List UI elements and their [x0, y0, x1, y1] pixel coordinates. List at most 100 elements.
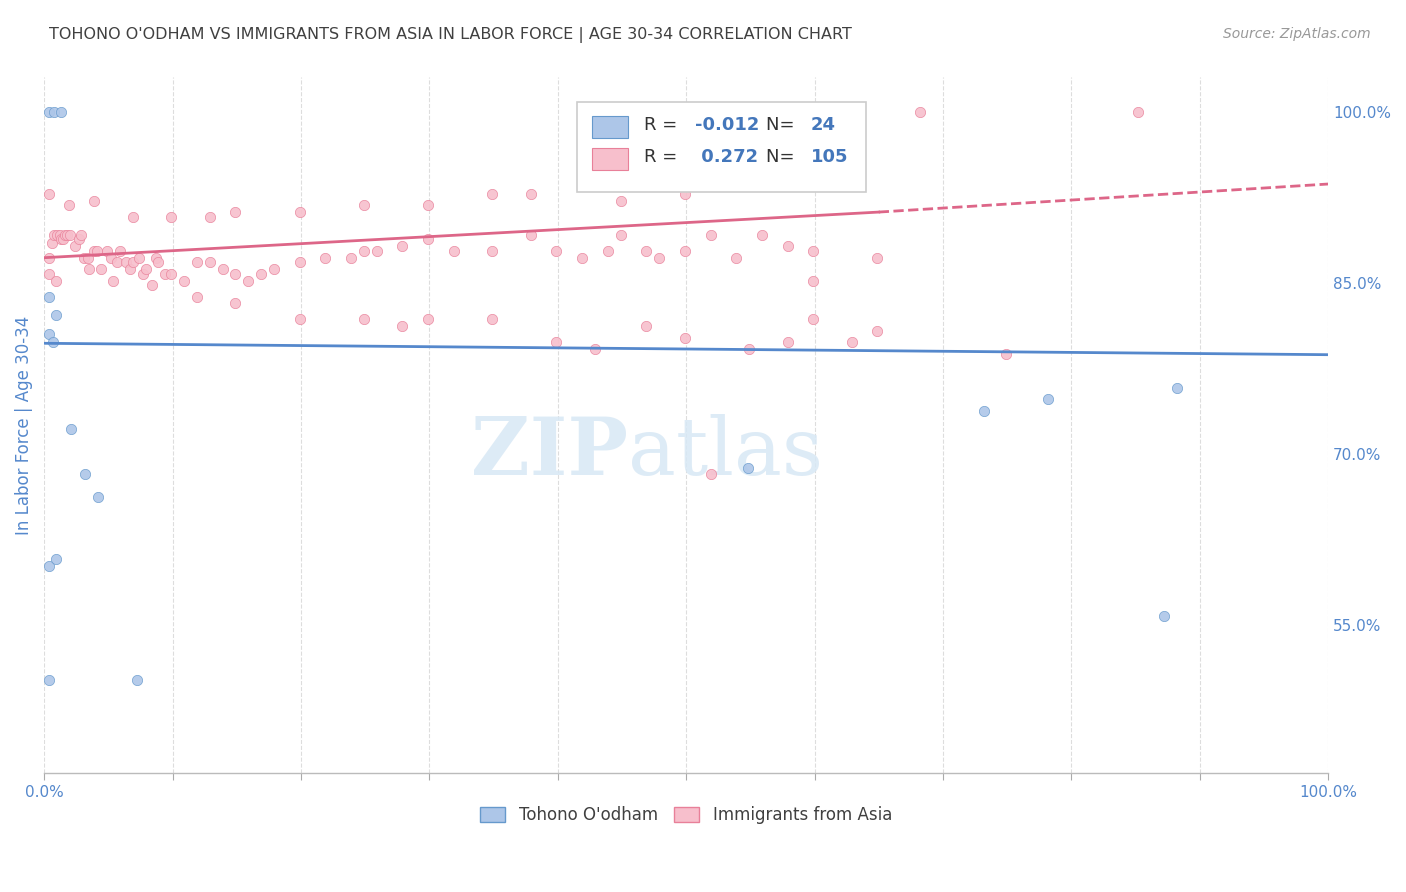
Point [186, 255, 208, 269]
Point [38, 558, 60, 573]
Point [120, 262, 142, 277]
Point [60, 422, 83, 436]
Point [49, 104, 72, 119]
Point [186, 289, 208, 303]
Point [45, 308, 67, 322]
FancyBboxPatch shape [592, 148, 628, 170]
Point [908, 104, 931, 119]
Point [609, 227, 631, 242]
Point [45, 273, 67, 287]
Point [58, 198, 80, 212]
Point [153, 267, 176, 281]
Point [238, 273, 260, 287]
Point [583, 342, 606, 356]
Point [596, 244, 619, 258]
Point [699, 227, 721, 242]
Point [481, 186, 503, 201]
Point [83, 244, 105, 258]
Point [198, 255, 221, 269]
Text: R =: R = [644, 148, 683, 167]
Text: 24: 24 [811, 117, 835, 135]
Point [135, 262, 157, 277]
Point [132, 267, 155, 281]
Point [776, 239, 799, 253]
Point [288, 205, 311, 219]
Point [52, 232, 75, 246]
Point [38, 186, 60, 201]
Text: atlas: atlas [628, 414, 824, 492]
Point [673, 186, 696, 201]
Point [224, 296, 246, 310]
Point [38, 251, 60, 265]
Point [41, 235, 63, 250]
Point [141, 278, 163, 293]
Point [636, 244, 658, 258]
Text: 0.272: 0.272 [695, 148, 758, 167]
Point [86, 244, 108, 258]
Point [391, 239, 413, 253]
Point [801, 244, 824, 258]
Point [148, 255, 170, 269]
Point [519, 227, 541, 242]
Point [699, 467, 721, 482]
Point [725, 251, 748, 265]
Point [366, 244, 388, 258]
Point [801, 273, 824, 287]
Point [73, 251, 96, 265]
Point [45, 552, 67, 566]
Point [38, 327, 60, 342]
Point [648, 251, 671, 265]
Point [1153, 609, 1175, 624]
Point [391, 319, 413, 334]
Point [160, 267, 183, 281]
Point [87, 491, 110, 505]
Point [866, 251, 889, 265]
Point [42, 335, 65, 350]
Point [108, 244, 131, 258]
Text: -0.012: -0.012 [695, 117, 759, 135]
Point [546, 335, 568, 350]
Point [38, 289, 60, 303]
Point [416, 312, 439, 326]
Point [103, 273, 125, 287]
Point [571, 251, 593, 265]
Point [519, 186, 541, 201]
Point [994, 346, 1017, 360]
Point [801, 312, 824, 326]
Point [314, 251, 336, 265]
Point [160, 210, 183, 224]
Point [67, 232, 90, 246]
Point [63, 239, 86, 253]
Point [776, 335, 799, 350]
Point [636, 319, 658, 334]
Point [173, 273, 195, 287]
Point [1038, 392, 1060, 407]
Point [128, 251, 150, 265]
Point [96, 244, 118, 258]
Point [353, 244, 375, 258]
Point [1166, 381, 1188, 395]
Point [250, 267, 273, 281]
Point [973, 403, 995, 417]
Point [198, 210, 221, 224]
Point [121, 255, 143, 269]
Text: 105: 105 [811, 148, 848, 167]
Y-axis label: In Labor Force | Age 30-34: In Labor Force | Age 30-34 [15, 316, 32, 535]
Point [38, 267, 60, 281]
Point [77, 262, 100, 277]
Point [673, 244, 696, 258]
Point [115, 255, 138, 269]
Point [121, 210, 143, 224]
Text: N=: N= [766, 148, 800, 167]
Point [481, 244, 503, 258]
Point [38, 104, 60, 119]
Point [443, 244, 465, 258]
Point [340, 251, 363, 265]
Point [737, 460, 759, 475]
Point [48, 227, 70, 242]
Point [100, 251, 122, 265]
FancyBboxPatch shape [592, 116, 628, 138]
Legend: Tohono O'odham, Immigrants from Asia: Tohono O'odham, Immigrants from Asia [481, 806, 891, 824]
Point [546, 244, 568, 258]
Point [416, 198, 439, 212]
